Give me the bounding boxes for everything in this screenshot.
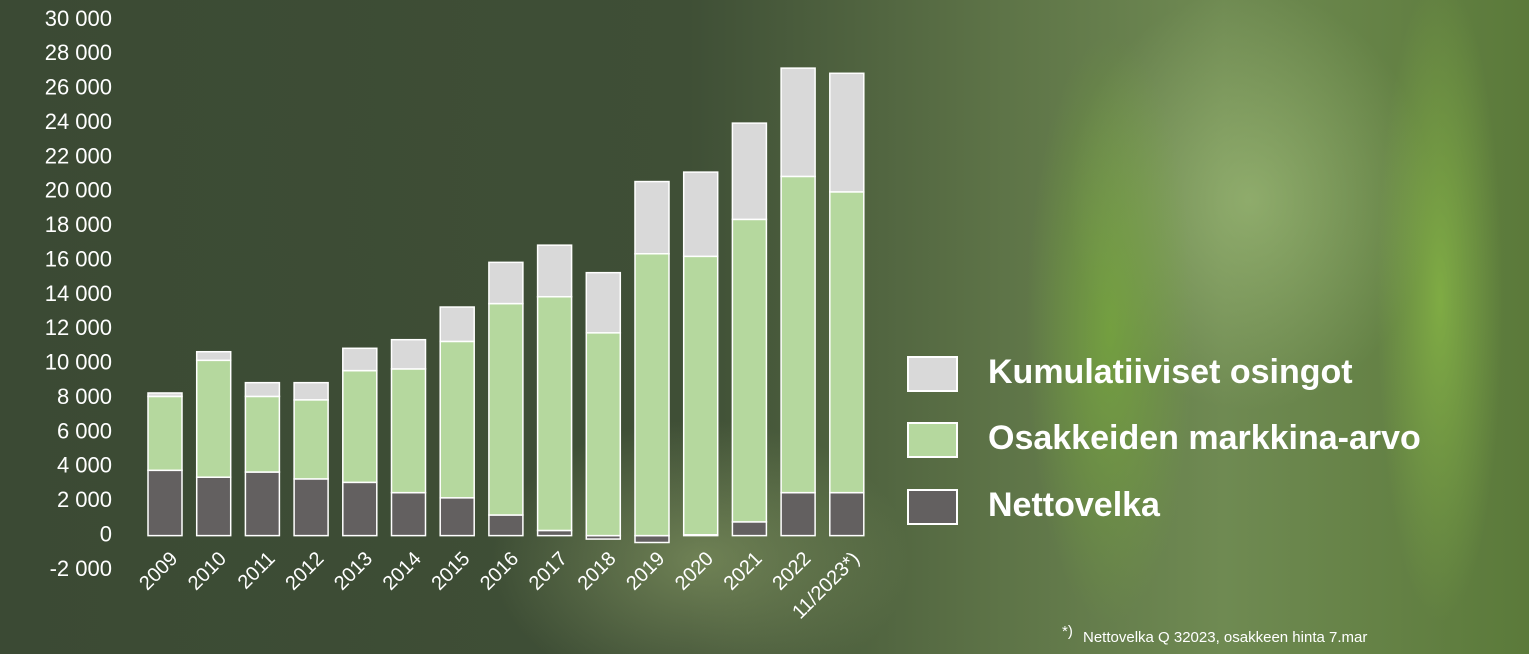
legend-label: Osakkeiden markkina-arvo <box>988 419 1421 457</box>
x-tick-label: 2011 <box>234 548 280 594</box>
bar-segment <box>538 297 572 531</box>
bar-segment <box>440 341 474 497</box>
y-tick-label: 30 000 <box>45 6 112 31</box>
x-tick-label: 2014 <box>379 548 426 595</box>
bar-segment <box>245 472 279 536</box>
y-tick-label: 8 000 <box>57 384 112 409</box>
bar-segment <box>635 182 669 254</box>
x-tick-label: 2020 <box>671 548 718 595</box>
bar-segment <box>538 530 572 535</box>
bar-segment <box>489 304 523 515</box>
bar-segment <box>635 254 669 536</box>
legend-swatch <box>908 357 957 391</box>
bar-segment <box>392 369 426 493</box>
y-tick-label: 20 000 <box>45 178 112 203</box>
bar-segment <box>635 536 669 543</box>
y-tick-label: 26 000 <box>45 75 112 100</box>
bar-segment <box>732 123 766 219</box>
bar-segment <box>197 477 231 535</box>
bar-segment <box>343 482 377 535</box>
x-tick-label: 2012 <box>281 548 328 595</box>
footnote-marker: *) <box>1062 623 1073 640</box>
bar-segment <box>440 307 474 341</box>
bar-segment <box>148 396 182 470</box>
bar-segment <box>781 493 815 536</box>
bar-segment <box>440 498 474 536</box>
x-tick-label: 2016 <box>476 548 523 595</box>
bar-segment <box>197 352 231 361</box>
x-tick-label: 2021 <box>720 548 767 595</box>
bar-segment <box>586 273 620 333</box>
y-tick-label: 0 <box>100 521 112 546</box>
legend-swatch <box>908 490 957 524</box>
y-tick-label: -2 000 <box>50 556 112 581</box>
y-tick-label: 12 000 <box>45 315 112 340</box>
bar-segment <box>489 262 523 303</box>
bar-segment <box>245 383 279 397</box>
y-tick-label: 18 000 <box>45 212 112 237</box>
legend-swatch <box>908 423 957 457</box>
legend-label: Kumulatiiviset osingot <box>988 353 1353 391</box>
y-tick-label: 4 000 <box>57 453 112 478</box>
bar-segment <box>830 73 864 192</box>
x-tick-label: 2015 <box>427 548 474 595</box>
bar-segment <box>392 340 426 369</box>
page: *) Nettovelka Q 32023, osakkeen hinta 7.… <box>0 0 1529 654</box>
y-tick-label: 14 000 <box>45 281 112 306</box>
bar-segment <box>781 176 815 492</box>
bar-segment <box>294 400 328 479</box>
bar-segment <box>343 348 377 370</box>
bar-segment <box>586 333 620 536</box>
y-tick-label: 2 000 <box>57 487 112 512</box>
y-tick-label: 22 000 <box>45 143 112 168</box>
bar-segment <box>830 493 864 536</box>
chart: *) Nettovelka Q 32023, osakkeen hinta 7.… <box>0 0 1529 654</box>
bar-segment <box>294 383 328 400</box>
bar-segment <box>732 522 766 536</box>
x-tick-label: 2019 <box>622 548 669 595</box>
bar-segment <box>781 68 815 176</box>
x-tick-label: 2013 <box>330 548 377 595</box>
bar-segment <box>343 371 377 483</box>
y-tick-label: 10 000 <box>45 350 112 375</box>
x-tick-label: 2018 <box>574 548 621 595</box>
legend-label: Nettovelka <box>988 486 1161 524</box>
bar-segment <box>830 192 864 493</box>
footnote: Nettovelka Q 32023, osakkeen hinta 7.mar <box>1083 629 1367 646</box>
y-tick-label: 24 000 <box>45 109 112 134</box>
bar-segment <box>294 479 328 536</box>
bar-segment <box>684 172 718 256</box>
bar-segment <box>148 470 182 535</box>
bar-segment <box>732 219 766 522</box>
bar-segment <box>489 515 523 536</box>
bar-segment <box>197 360 231 477</box>
y-tick-label: 28 000 <box>45 40 112 65</box>
bar-segment <box>245 396 279 472</box>
y-tick-label: 16 000 <box>45 246 112 271</box>
x-tick-label: 2010 <box>184 548 231 595</box>
bar-segment <box>392 493 426 536</box>
bar-segment <box>684 256 718 534</box>
y-tick-label: 6 000 <box>57 418 112 443</box>
x-tick-label: 2017 <box>525 548 572 595</box>
x-tick-label: 2009 <box>135 548 182 595</box>
bar-segment <box>538 245 572 297</box>
bar-segment <box>148 393 182 396</box>
